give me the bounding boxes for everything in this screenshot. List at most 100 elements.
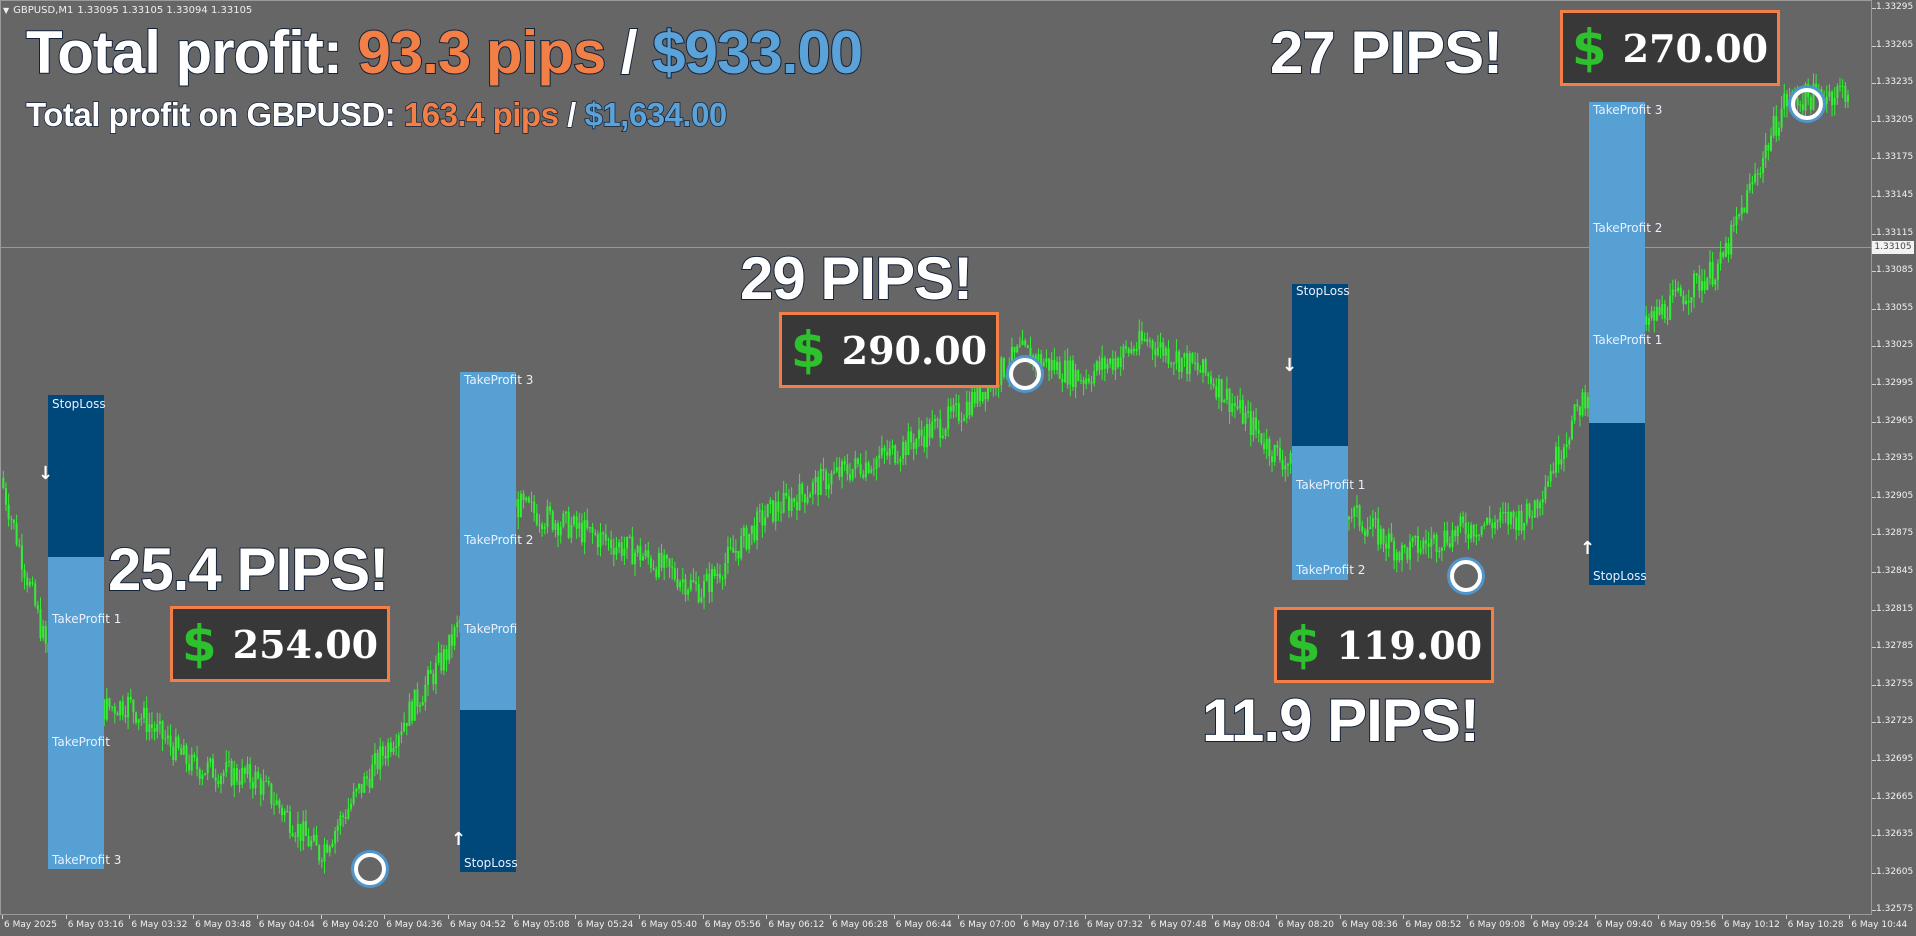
candle-body <box>1265 438 1268 450</box>
candle-body <box>1209 376 1212 384</box>
candle-body <box>931 421 934 438</box>
candle-body <box>779 511 782 513</box>
candle-body <box>1416 535 1419 553</box>
trade-2-profit-box: $ 290.00 <box>779 312 999 388</box>
candle-body <box>835 467 838 472</box>
candle-body <box>726 547 729 563</box>
x-axis-label: 6 May 07:00 <box>959 920 1016 930</box>
candle-body <box>42 625 45 639</box>
x-axis-tick <box>575 915 577 919</box>
x-axis-tick <box>893 915 895 919</box>
x-axis-label: 6 May 04:52 <box>449 920 506 930</box>
candle-body <box>209 758 212 763</box>
y-axis-label: 1.32755 <box>1876 678 1914 689</box>
candle-body <box>1509 511 1512 525</box>
candle-body <box>1170 363 1173 365</box>
candle-body <box>822 469 825 472</box>
x-axis-tick <box>766 915 768 919</box>
candle-body <box>204 773 207 775</box>
x-axis-label: 6 May 06:44 <box>895 920 952 930</box>
candle-body <box>602 532 605 535</box>
candle-body <box>1483 524 1486 527</box>
candle-body <box>1045 358 1048 363</box>
candle-body <box>1393 541 1396 561</box>
y-axis-label: 1.32965 <box>1876 415 1914 426</box>
candle-body <box>10 519 13 521</box>
candle-body <box>817 477 820 495</box>
candle-body <box>254 771 257 789</box>
candle-body <box>1162 342 1165 356</box>
sell-arrow-icon: ↓ <box>1282 355 1298 376</box>
candle-body <box>557 523 560 536</box>
candle-body <box>15 523 18 545</box>
candle-body <box>1825 96 1828 105</box>
candle-body <box>1555 446 1558 473</box>
candle-body <box>34 583 37 606</box>
candle-body <box>235 768 238 781</box>
candle-body <box>803 494 806 503</box>
candle-body <box>1063 360 1066 383</box>
y-axis-tick <box>1872 572 1876 573</box>
candle-body <box>315 834 318 846</box>
candle-body <box>660 552 663 568</box>
candle-body <box>586 520 589 529</box>
candle-body <box>700 597 703 602</box>
candle-body <box>1472 524 1475 537</box>
candle-body <box>1053 359 1056 370</box>
candle-body <box>841 461 844 477</box>
candle-body <box>588 527 591 529</box>
trade-4-amount: 270.00 <box>1622 25 1769 71</box>
candle-body <box>1074 370 1077 388</box>
candle-body <box>795 501 798 511</box>
candle-body <box>1217 379 1220 398</box>
candle-body <box>716 573 719 577</box>
x-axis-label: 6 May 03:16 <box>67 920 124 930</box>
candle-body <box>1260 433 1263 444</box>
y-axis-tick <box>1872 45 1876 47</box>
x-axis-tick <box>702 915 704 919</box>
ohlc-label: 1.33095 1.33105 1.33094 1.33105 <box>77 5 253 16</box>
candle-body <box>1249 411 1252 436</box>
y-axis-tick <box>1872 271 1876 273</box>
x-axis-tick <box>1594 915 1596 919</box>
candle-body <box>1366 529 1369 536</box>
candle-body <box>270 783 273 805</box>
candle-body <box>580 522 583 543</box>
candle-body <box>368 778 371 788</box>
trade-box-2-stoploss: StopLoss <box>460 710 518 872</box>
candle-body <box>1135 349 1138 352</box>
candle-body <box>732 547 735 553</box>
candle-body <box>721 578 724 580</box>
candle-body <box>814 477 817 483</box>
candle-body <box>679 582 682 588</box>
trade-box-3-takeprofit: TakeProfit 1 TakeProfit 2 <box>1292 446 1365 580</box>
candle-body <box>1565 444 1568 448</box>
gbpusd-profit-pips: 163.4 pips <box>403 95 560 134</box>
exit-circle-icon <box>1450 560 1482 592</box>
candle-body <box>1215 385 1218 398</box>
y-axis-tick <box>1872 534 1876 536</box>
candle-body <box>1125 346 1128 349</box>
y-axis-tick <box>1872 760 1876 761</box>
candle-body <box>1194 362 1197 364</box>
dollar-icon: $ <box>790 321 826 379</box>
total-profit-title: Total profit: 93.3 pips / $933.00 <box>25 18 864 87</box>
collapse-triangle-icon[interactable]: ▼ <box>3 6 10 15</box>
candle-body <box>1411 537 1414 542</box>
candle-body <box>668 558 671 567</box>
candle-body <box>413 689 416 721</box>
candle-body <box>1276 445 1279 448</box>
y-axis-label: 1.33085 <box>1876 265 1914 276</box>
candle-body <box>1202 359 1205 373</box>
stoploss-label: StopLoss <box>52 397 106 411</box>
candle-body <box>1114 358 1117 370</box>
candle-body <box>949 406 952 412</box>
y-axis-tick <box>1872 8 1876 9</box>
candle-body <box>456 622 459 628</box>
x-axis-tick <box>1658 915 1660 919</box>
y-axis-tick <box>1872 496 1876 498</box>
candle-body <box>1700 281 1703 291</box>
candle-body <box>944 429 947 436</box>
x-axis-tick <box>639 915 640 919</box>
candle-body <box>18 544 21 546</box>
